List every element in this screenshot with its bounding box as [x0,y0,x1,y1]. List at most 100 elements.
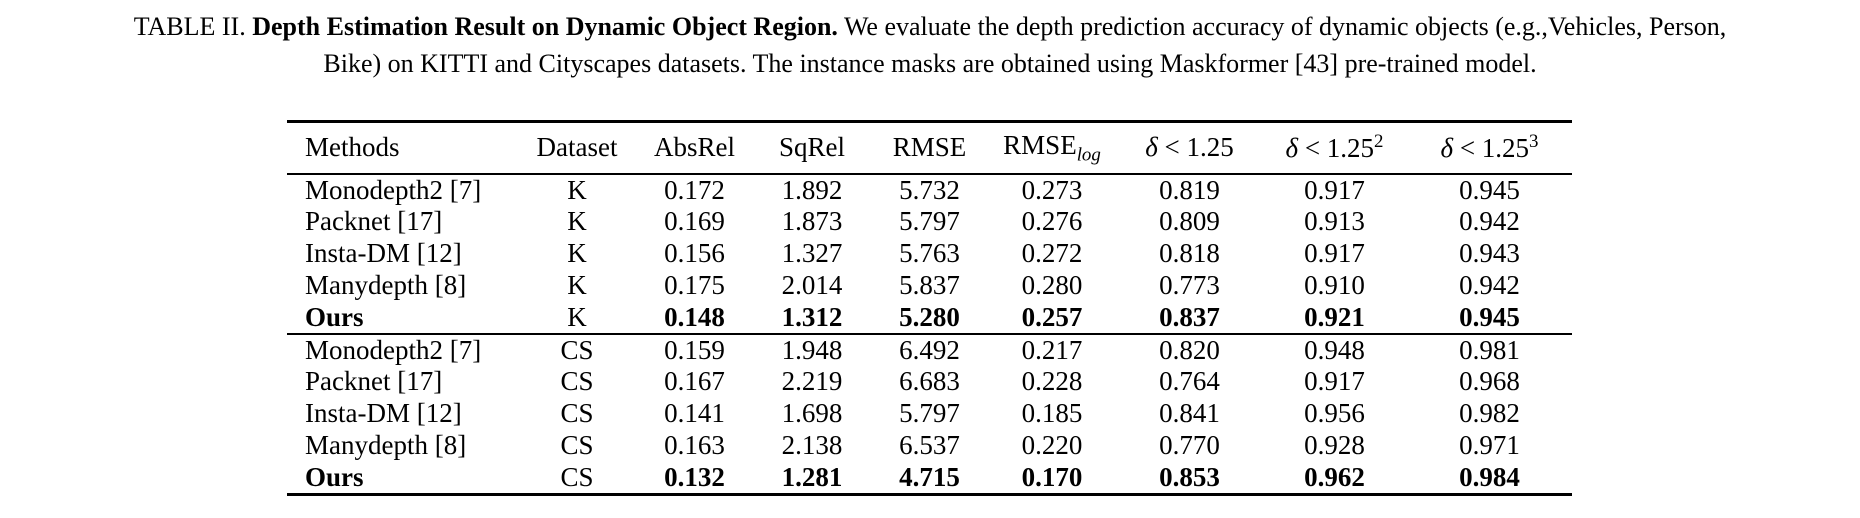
metric-cell: 6.492 [872,332,987,366]
table-row: Packnet [17] CS 0.167 2.219 6.683 0.228 0.764 0… [287,366,1572,398]
metric-cell: 5.280 [899,301,960,332]
metric-cell: 0.156 [664,238,725,268]
metric-cell: 0.982 [1459,398,1520,428]
metric-cell: 5.837 [899,270,960,300]
metric-cell: 0.257 [1021,301,1083,332]
metric-cell: 0.764 [1159,366,1220,396]
delta-symbol: δ [1440,133,1454,164]
metric-cell: 0.217 [987,332,1117,366]
caption-text-line1: We evaluate the depth prediction accurac… [843,12,1727,41]
metric-cell: 4.715 [872,461,987,496]
metric-cell: 2.138 [781,430,843,460]
metric-cell: 0.770 [1159,430,1220,460]
metric-cell: 0.917 [1304,366,1365,396]
method-cell: Monodepth2 [7] [305,174,482,205]
metric-cell: 0.167 [664,366,725,396]
header-row: Methods Dataset AbsRel SqRel RMSE RMSElog δ < … [287,120,1572,175]
metric-cell: 0.272 [1021,238,1083,268]
metric-cell: 0.981 [1407,332,1572,366]
metric-cell: 1.312 [781,301,843,332]
table-body: Monodepth2 [7] K 0.172 1.892 5.732 0.273 0.819… [287,174,1572,496]
metric-cell: 0.943 [1459,238,1520,268]
metric-cell: 0.820 [1117,332,1262,366]
dataset-cell: K [567,174,587,205]
method-cell: Insta-DM [12] [305,238,462,268]
metric-cell: 0.169 [664,206,725,236]
metric-cell: 0.172 [664,174,725,205]
metric-cell: 0.962 [1262,461,1407,496]
metric-cell: 0.220 [1021,430,1083,460]
metric-cell: 0.837 [1159,301,1220,332]
metric-cell: 0.984 [1407,461,1572,496]
metric-cell: 0.773 [1159,270,1220,300]
metric-cell: 0.175 [664,270,725,300]
metric-cell: 0.132 [637,461,752,496]
metric-cell: 6.683 [899,366,960,396]
metric-cell: 0.141 [664,398,725,428]
metric-cell: 0.945 [1459,301,1520,332]
dataset-cell: CS [560,398,594,428]
column-header-methods: Methods [287,120,517,175]
metric-cell: 0.818 [1159,238,1220,268]
table-row: Manydepth [8] CS 0.163 2.138 6.537 0.220 0.770… [287,430,1572,462]
column-header-dataset: Dataset [517,120,637,175]
metric-cell: 0.921 [1304,301,1365,332]
column-header-delta-1-25-sq: δ < 1.252 [1262,120,1407,175]
column-header-rmse-log: RMSElog [987,120,1117,175]
metric-cell: 0.853 [1117,461,1262,496]
metric-cell: 6.537 [899,430,960,460]
metric-cell: 0.942 [1459,206,1520,236]
metric-cell: 0.148 [664,301,725,332]
column-header-sqrel: SqRel [752,120,872,175]
table-row: Insta-DM [12] CS 0.141 1.698 5.797 0.185 0.841… [287,398,1572,430]
method-cell: Manydepth [8] [305,270,467,300]
metric-cell: 0.910 [1304,270,1365,300]
metric-cell: 0.956 [1304,398,1365,428]
method-cell: Packnet [17] [305,206,443,236]
dataset-cell: K [567,301,587,332]
column-header-rmse: RMSE [872,120,987,175]
table-caption: TABLE II. Depth Estimation Result on Dyn… [0,0,1860,82]
metric-cell: 1.948 [752,332,872,366]
metric-cell: 2.219 [781,366,843,396]
column-header-delta-1-25-cu: δ < 1.253 [1407,120,1572,175]
table-row: Insta-DM [12] K 0.156 1.327 5.763 0.272 0.818 0… [287,238,1572,270]
metric-cell: 0.917 [1304,238,1365,268]
metric-cell: 0.273 [1021,174,1083,205]
caption-line-1: TABLE II. Depth Estimation Result on Dyn… [0,8,1860,45]
metric-cell: 0.945 [1459,174,1520,205]
caption-title: Depth Estimation Result on Dynamic Objec… [252,12,838,41]
caption-text-line2: Bike) on KITTI and Cityscapes datasets. … [323,49,1537,78]
method-cell: Insta-DM [12] [305,398,462,428]
method-cell: Ours [287,461,517,496]
metric-cell: 0.159 [637,332,752,366]
table-row: Ours CS 0.132 1.281 4.715 0.170 0.853 0.962 0.98… [287,461,1572,496]
dataset-cell: CS [560,430,594,460]
results-table: Methods Dataset AbsRel SqRel RMSE RMSElog δ < … [287,120,1572,496]
method-cell: Ours [305,301,364,332]
metric-cell: 0.841 [1159,398,1220,428]
dataset-cell: CS [517,461,637,496]
metric-cell: 0.170 [987,461,1117,496]
method-cell: Manydepth [8] [305,430,467,460]
method-cell: Monodepth2 [7] [287,332,517,366]
metric-cell: 0.942 [1459,270,1520,300]
metric-cell: 0.276 [1021,206,1083,236]
metric-cell: 0.917 [1304,174,1365,205]
metric-cell: 0.928 [1304,430,1365,460]
dataset-cell: CS [560,366,594,396]
metric-cell: 1.698 [781,398,843,428]
dataset-cell: K [567,238,587,268]
dataset-cell: CS [517,332,637,366]
metric-cell: 5.797 [899,206,960,236]
metric-cell: 0.809 [1159,206,1220,236]
table-row: Ours K 0.148 1.312 5.280 0.257 0.837 0.921 0.945 [287,302,1572,334]
metric-cell: 5.732 [899,174,960,205]
metric-cell: 1.327 [781,238,843,268]
metric-cell: 0.280 [1021,270,1083,300]
column-header-delta-1-25: δ < 1.25 [1117,120,1262,175]
metric-cell: 0.163 [664,430,725,460]
metric-cell: 1.281 [752,461,872,496]
superscript: 3 [1529,131,1539,153]
